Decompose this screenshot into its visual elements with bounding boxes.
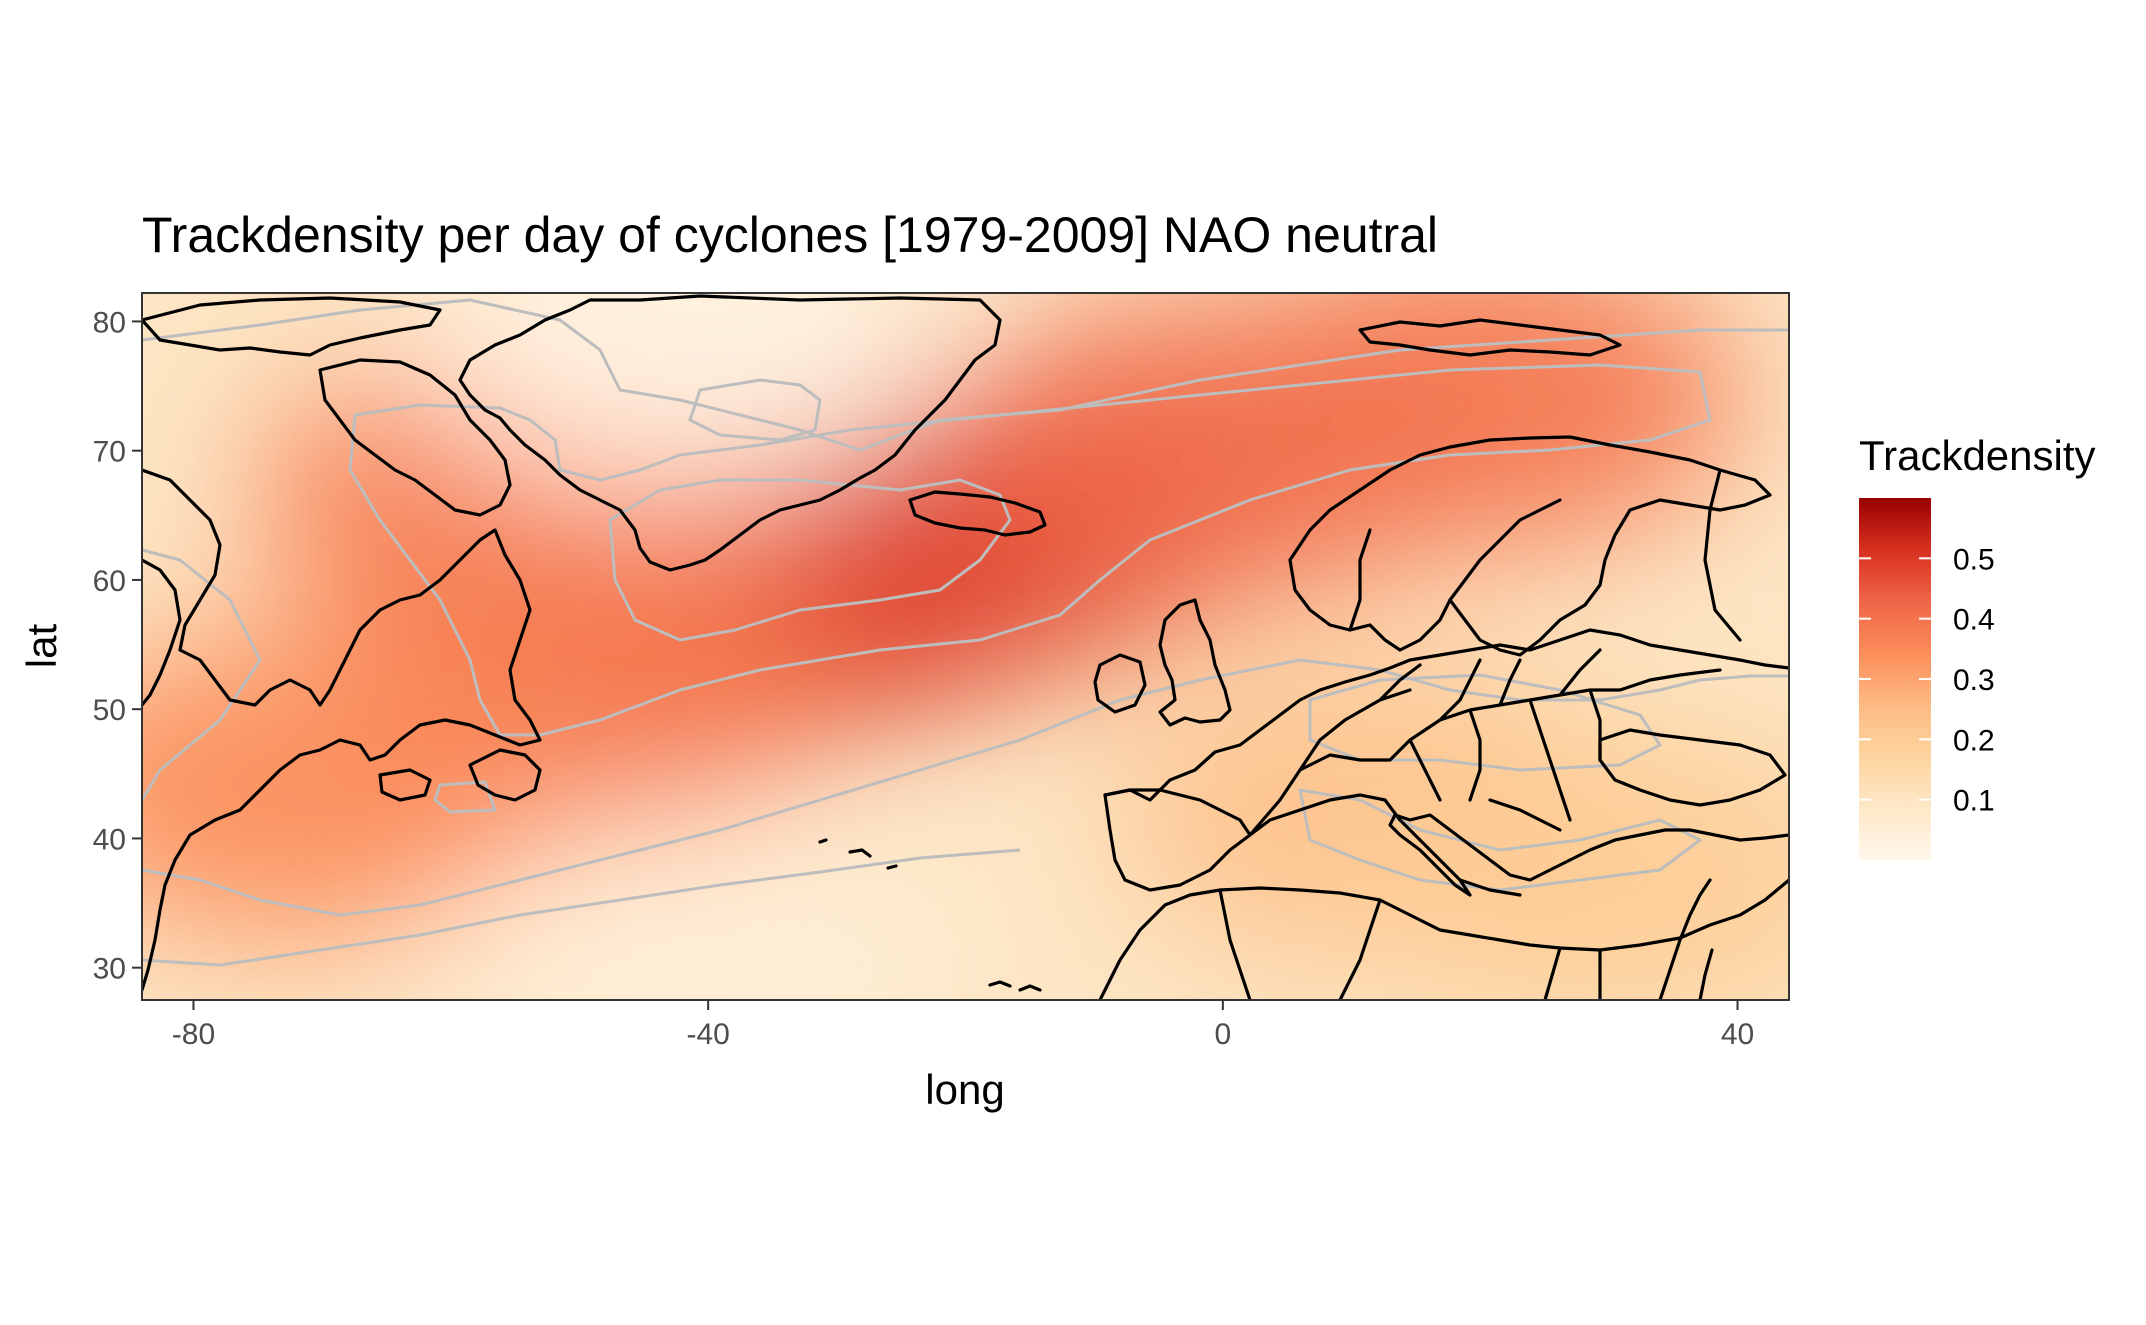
density-blob bbox=[448, 817, 969, 1000]
contour-line bbox=[142, 848, 1021, 967]
country-borders bbox=[1218, 468, 1742, 1000]
coastline-north-africa bbox=[1098, 878, 1789, 1000]
x-tick-label: -80 bbox=[172, 1018, 215, 1051]
legend-label: 0.5 bbox=[1953, 543, 1995, 576]
coastline-mediterranean-north bbox=[1248, 793, 1789, 897]
chart-title: Trackdensity per day of cyclones [1979-2… bbox=[142, 207, 1438, 263]
coastline-azores bbox=[818, 838, 898, 870]
contour-line bbox=[608, 478, 1012, 642]
coastline-scandinavia bbox=[1288, 435, 1772, 657]
legend-label: 0.2 bbox=[1953, 724, 1995, 757]
density-contours bbox=[142, 298, 1789, 967]
contour-line bbox=[1298, 788, 1702, 892]
x-tick-label: 40 bbox=[1721, 1018, 1754, 1051]
coastline-north-america bbox=[142, 468, 542, 992]
y-tick-label: 60 bbox=[93, 565, 126, 598]
coastline-ireland bbox=[1093, 653, 1147, 714]
coastline-iberia bbox=[1103, 788, 1252, 892]
panel-border bbox=[141, 292, 1790, 1001]
coastline-greenland bbox=[458, 294, 1002, 572]
y-tick-label: 40 bbox=[93, 823, 126, 856]
density-blob bbox=[422, 293, 943, 498]
contour-line bbox=[688, 378, 822, 442]
x-axis: -80 -40 0 40 bbox=[172, 1000, 1754, 1051]
legend-label: 0.4 bbox=[1953, 604, 1995, 637]
y-tick-label: 30 bbox=[93, 953, 126, 986]
legend-label: 0.3 bbox=[1953, 664, 1995, 697]
legend-label: 0.1 bbox=[1953, 785, 1995, 818]
y-axis-title: lat bbox=[18, 623, 65, 668]
coastline-arctic-islands bbox=[142, 296, 442, 357]
y-tick-label: 70 bbox=[93, 436, 126, 469]
coastline-hudson-bay bbox=[142, 558, 182, 707]
contour-line bbox=[142, 548, 262, 801]
coastline-newfoundland bbox=[468, 748, 542, 802]
contour-line bbox=[142, 658, 1789, 917]
legend-title: Trackdensity bbox=[1859, 432, 2096, 479]
x-tick-label: -40 bbox=[686, 1018, 729, 1051]
coastlines bbox=[142, 294, 1789, 1000]
coastline-iceland bbox=[908, 490, 1047, 537]
contour-line bbox=[142, 298, 1789, 452]
coastline-svalbard bbox=[1358, 318, 1622, 357]
coastline-great-britain bbox=[1158, 598, 1232, 727]
coastline-baffin-island bbox=[318, 358, 512, 517]
map-panel bbox=[142, 293, 1789, 1000]
legend: Trackdensity 0.1 0.2 0.3 0.4 0.5 bbox=[1859, 432, 2096, 860]
contour-line bbox=[348, 363, 1712, 737]
coastline-black-sea bbox=[1598, 728, 1787, 807]
coastline-canary-islands bbox=[988, 980, 1042, 992]
density-blob bbox=[142, 636, 557, 937]
legend-ticks: 0.1 0.2 0.3 0.4 0.5 bbox=[1859, 543, 1995, 818]
y-tick-label: 50 bbox=[93, 694, 126, 727]
coastline-nova-scotia bbox=[378, 768, 432, 802]
x-tick-label: 0 bbox=[1215, 1018, 1232, 1051]
contour-line bbox=[1308, 673, 1662, 772]
y-tick-label: 80 bbox=[93, 306, 126, 339]
y-axis: 30 40 50 60 70 80 bbox=[93, 306, 142, 986]
coastline-europe bbox=[1103, 628, 1789, 802]
x-axis-title: long bbox=[925, 1066, 1004, 1113]
coastline-red-sea bbox=[1658, 878, 1714, 1000]
